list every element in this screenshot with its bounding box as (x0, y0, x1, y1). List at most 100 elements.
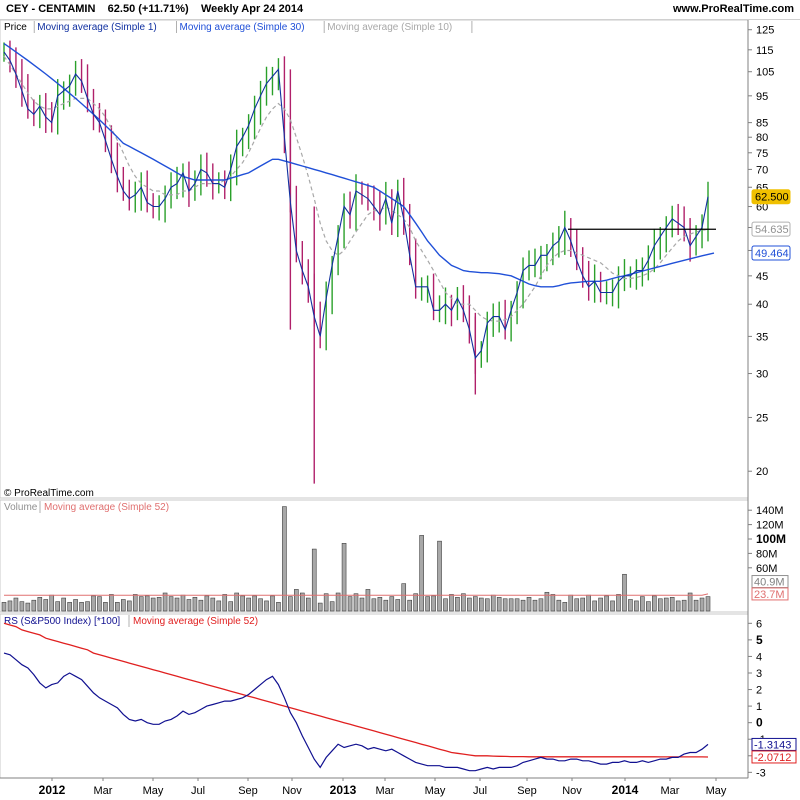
volume-bar (622, 573, 627, 612)
volume-bar (580, 597, 586, 612)
volume-bar (240, 595, 245, 612)
x-tick-label: May (143, 785, 164, 797)
x-tick-label: 2014 (612, 783, 639, 797)
rs-tick-label: 1 (756, 701, 762, 713)
volume-legend-item: Moving average (Simple 52) (44, 502, 169, 513)
volume-bar (520, 599, 526, 612)
volume-bar (121, 599, 126, 612)
x-tick-label: Sep (238, 785, 258, 797)
site-link[interactable]: www.ProRealTime.com (672, 3, 794, 15)
volume-tick-label: 120M (756, 520, 784, 532)
x-tick-label: Mar (376, 785, 395, 797)
volume-bar (126, 600, 132, 612)
volume-bar (305, 597, 311, 612)
volume-bar (276, 602, 281, 612)
price-tick-label: 115 (756, 45, 774, 57)
volume-bar (431, 595, 436, 612)
volume-bar (198, 599, 204, 612)
x-tick-label: Mar (94, 785, 113, 797)
volume-tick-label: 140M (756, 505, 784, 517)
volume-bar (25, 602, 31, 612)
volume-bar (174, 597, 180, 612)
volume-bar (634, 600, 639, 612)
volume-bar (586, 594, 591, 612)
volume-bar (353, 593, 359, 612)
chart-canvas[interactable]: 202530354045505560657075808595105115125P… (0, 20, 800, 800)
volume-bar (282, 506, 287, 612)
volume-bar (663, 597, 669, 612)
volume-ma-line (4, 593, 709, 596)
price-legend-item: Moving average (Simple 10) (327, 22, 452, 33)
price-line (3, 51, 709, 360)
volume-bar (85, 601, 90, 612)
price-badge (751, 245, 791, 261)
volume-bar (264, 600, 269, 612)
volume-bar (19, 601, 25, 612)
x-tick-label: Nov (282, 785, 302, 797)
price-tick-label: 75 (756, 148, 768, 160)
price-legend: Price Moving average (Simple 1) Moving ave… (4, 21, 473, 33)
volume-bar (144, 595, 150, 612)
price-tick-label: 85 (756, 118, 768, 130)
price-legend-item: Moving average (Simple 1) (37, 22, 157, 33)
symbol-name: CEY - CENTAMIN (6, 3, 96, 15)
volume-bar (61, 597, 66, 612)
rs-line (3, 652, 709, 772)
volume-bar (204, 595, 210, 612)
x-tick-label: Mar (661, 785, 680, 797)
volume-bar (43, 599, 49, 612)
volume-bar (669, 597, 675, 612)
volume-bar (556, 599, 562, 612)
volume-bar (186, 599, 192, 612)
volume-bar (425, 596, 430, 612)
rs-legend-item: RS (S&P500 Index) [*100] (4, 616, 120, 627)
volume-bar (115, 602, 120, 612)
price-badge-label: 49.464 (755, 248, 789, 260)
volume-bar (55, 601, 60, 612)
volume-bar (288, 596, 293, 612)
volume-bar (341, 543, 347, 612)
price-frame (0, 20, 749, 499)
volume-bar (103, 602, 108, 612)
volume-bar (526, 597, 532, 612)
price-badge-label: 54.635 (755, 224, 789, 236)
price-tick-label: 45 (756, 271, 768, 283)
price-tick-label: 125 (756, 25, 774, 37)
rs-tick-label: -3 (756, 767, 766, 779)
volume-bar (502, 598, 508, 612)
volume-bar (73, 599, 78, 612)
volume-bar (132, 594, 138, 612)
chart-title: CEY - CENTAMIN 62.50 (+11.71%) Weekly Ap… (6, 3, 303, 15)
volume-legend-item: Volume (4, 502, 38, 513)
volume-bar (91, 595, 96, 612)
price-tick-label: 60 (756, 202, 768, 214)
x-tick-label: 2013 (330, 783, 357, 797)
volume-bar (598, 597, 603, 612)
rs-tick-label: 4 (756, 651, 762, 663)
price-badge (751, 189, 791, 205)
volume-tick-label: 60M (756, 563, 777, 575)
volume-bar (652, 595, 657, 612)
volume-bar (646, 601, 651, 612)
rs-tick-label: 2 (756, 685, 762, 697)
volume-bar (67, 602, 72, 612)
price-badge (751, 221, 791, 237)
volume-bar (496, 597, 502, 612)
volume-bar (562, 602, 568, 612)
volume-bar (610, 600, 615, 612)
x-tick-label: 2012 (39, 783, 66, 797)
rs-tick-label: 6 (756, 618, 762, 630)
volume-bar (323, 593, 329, 612)
volume-bar (401, 583, 407, 612)
volume-bar (365, 589, 371, 612)
volume-bar (371, 598, 377, 612)
volume-bar (246, 597, 251, 612)
volume-bar (574, 598, 580, 612)
volume-bar (156, 597, 162, 612)
volume-bar (97, 596, 102, 612)
volume-bar (628, 599, 633, 612)
volume-bar (568, 594, 574, 612)
volume-bar (508, 598, 514, 612)
rs-legend: RS (S&P500 Index) [*100] Moving average (… (4, 615, 258, 627)
volume-legend: Volume Moving average (Simple 52) (4, 501, 169, 513)
